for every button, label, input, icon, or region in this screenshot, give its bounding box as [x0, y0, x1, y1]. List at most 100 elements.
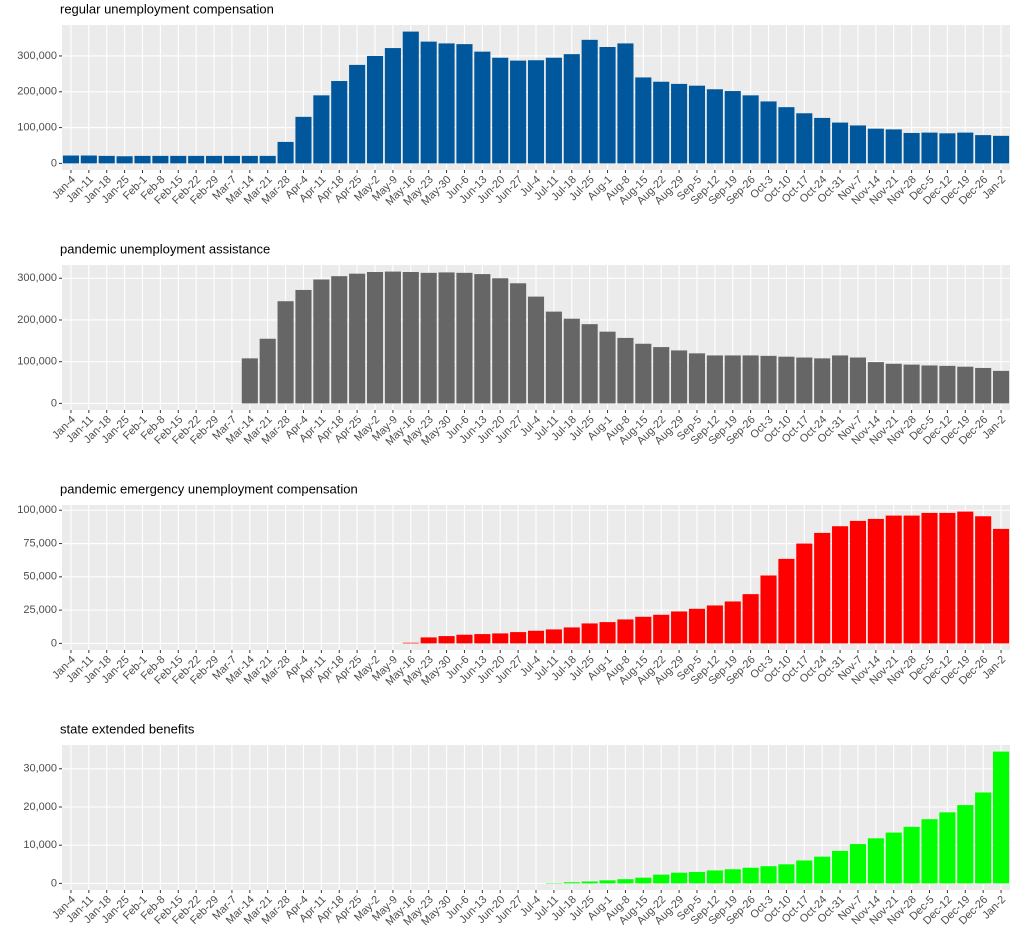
bar [975, 135, 992, 164]
bar [742, 867, 759, 884]
bar [778, 558, 795, 644]
y-tick-label: 0 [51, 637, 57, 649]
y-tick-label: 100,000 [17, 356, 57, 368]
bar [921, 365, 938, 404]
bar [742, 355, 759, 404]
bar [563, 318, 580, 404]
bar [116, 156, 133, 164]
bar [635, 343, 652, 404]
bar [653, 81, 670, 164]
bar [617, 619, 634, 644]
bar [760, 355, 777, 404]
chart-title: pandemic emergency unemployment compensa… [60, 481, 358, 496]
bar [492, 57, 509, 164]
bar [706, 605, 723, 644]
bar [903, 826, 920, 884]
bar [975, 367, 992, 404]
bar [313, 95, 330, 164]
bar [456, 44, 473, 164]
y-tick-label: 25,000 [23, 604, 57, 616]
bar [384, 48, 401, 164]
bar [527, 630, 545, 644]
bar [957, 366, 974, 404]
bar [921, 512, 938, 644]
y-tick-label: 300,000 [17, 272, 57, 284]
bar [885, 129, 902, 164]
bar [402, 31, 419, 164]
bar [617, 337, 634, 404]
bar [724, 869, 741, 884]
bar [671, 83, 688, 164]
bar [849, 357, 867, 404]
bar [259, 338, 276, 404]
bar [760, 101, 777, 164]
bar [903, 364, 920, 404]
bar [778, 107, 795, 164]
y-tick-label: 0 [51, 397, 57, 409]
bar [402, 272, 419, 404]
y-tick-label: 100,000 [17, 121, 57, 133]
bar [921, 819, 938, 884]
bar [581, 623, 598, 644]
bar [653, 614, 670, 644]
bar [778, 864, 795, 884]
bar [349, 64, 366, 164]
y-tick-label: 0 [51, 157, 57, 169]
bar [653, 347, 670, 404]
bar [688, 85, 706, 164]
bar [993, 135, 1010, 164]
y-tick-label: 200,000 [17, 314, 57, 326]
bar [957, 805, 974, 884]
bar [849, 520, 867, 644]
bar [599, 622, 616, 644]
bar [814, 358, 831, 404]
bar [635, 77, 652, 164]
bar [671, 872, 688, 884]
bar [796, 113, 813, 164]
bar [939, 365, 956, 404]
bar [921, 132, 938, 164]
bar [957, 132, 974, 164]
bar [617, 43, 634, 164]
y-tick-label: 300,000 [17, 50, 57, 62]
bar [903, 515, 920, 644]
bar [349, 273, 366, 404]
bar [205, 155, 223, 164]
bar [527, 296, 545, 404]
bar [796, 543, 813, 644]
bar [259, 155, 276, 164]
bar [975, 792, 992, 884]
bar [742, 594, 759, 644]
bar [814, 532, 831, 644]
bar [474, 274, 491, 404]
bar [849, 844, 867, 884]
bar [814, 117, 831, 164]
bar [456, 272, 473, 404]
bar [599, 46, 616, 164]
bar [366, 272, 384, 404]
bar [438, 272, 455, 404]
bar [617, 879, 634, 884]
bar [98, 155, 115, 164]
bar [706, 89, 723, 164]
bar [724, 91, 741, 164]
bar [510, 632, 527, 644]
bar [420, 272, 437, 404]
bar [563, 627, 580, 644]
bar [241, 155, 258, 164]
bar [563, 54, 580, 164]
bar [527, 60, 545, 164]
bar [885, 363, 902, 404]
bar [724, 601, 741, 644]
bar [688, 353, 706, 404]
bar [313, 279, 330, 404]
bar [545, 57, 562, 164]
bar [885, 515, 902, 644]
bar [957, 511, 974, 644]
bar [456, 634, 473, 644]
bar [671, 611, 688, 644]
bar [581, 324, 598, 404]
bar [599, 880, 616, 884]
bar [420, 637, 437, 644]
bar [545, 629, 562, 644]
